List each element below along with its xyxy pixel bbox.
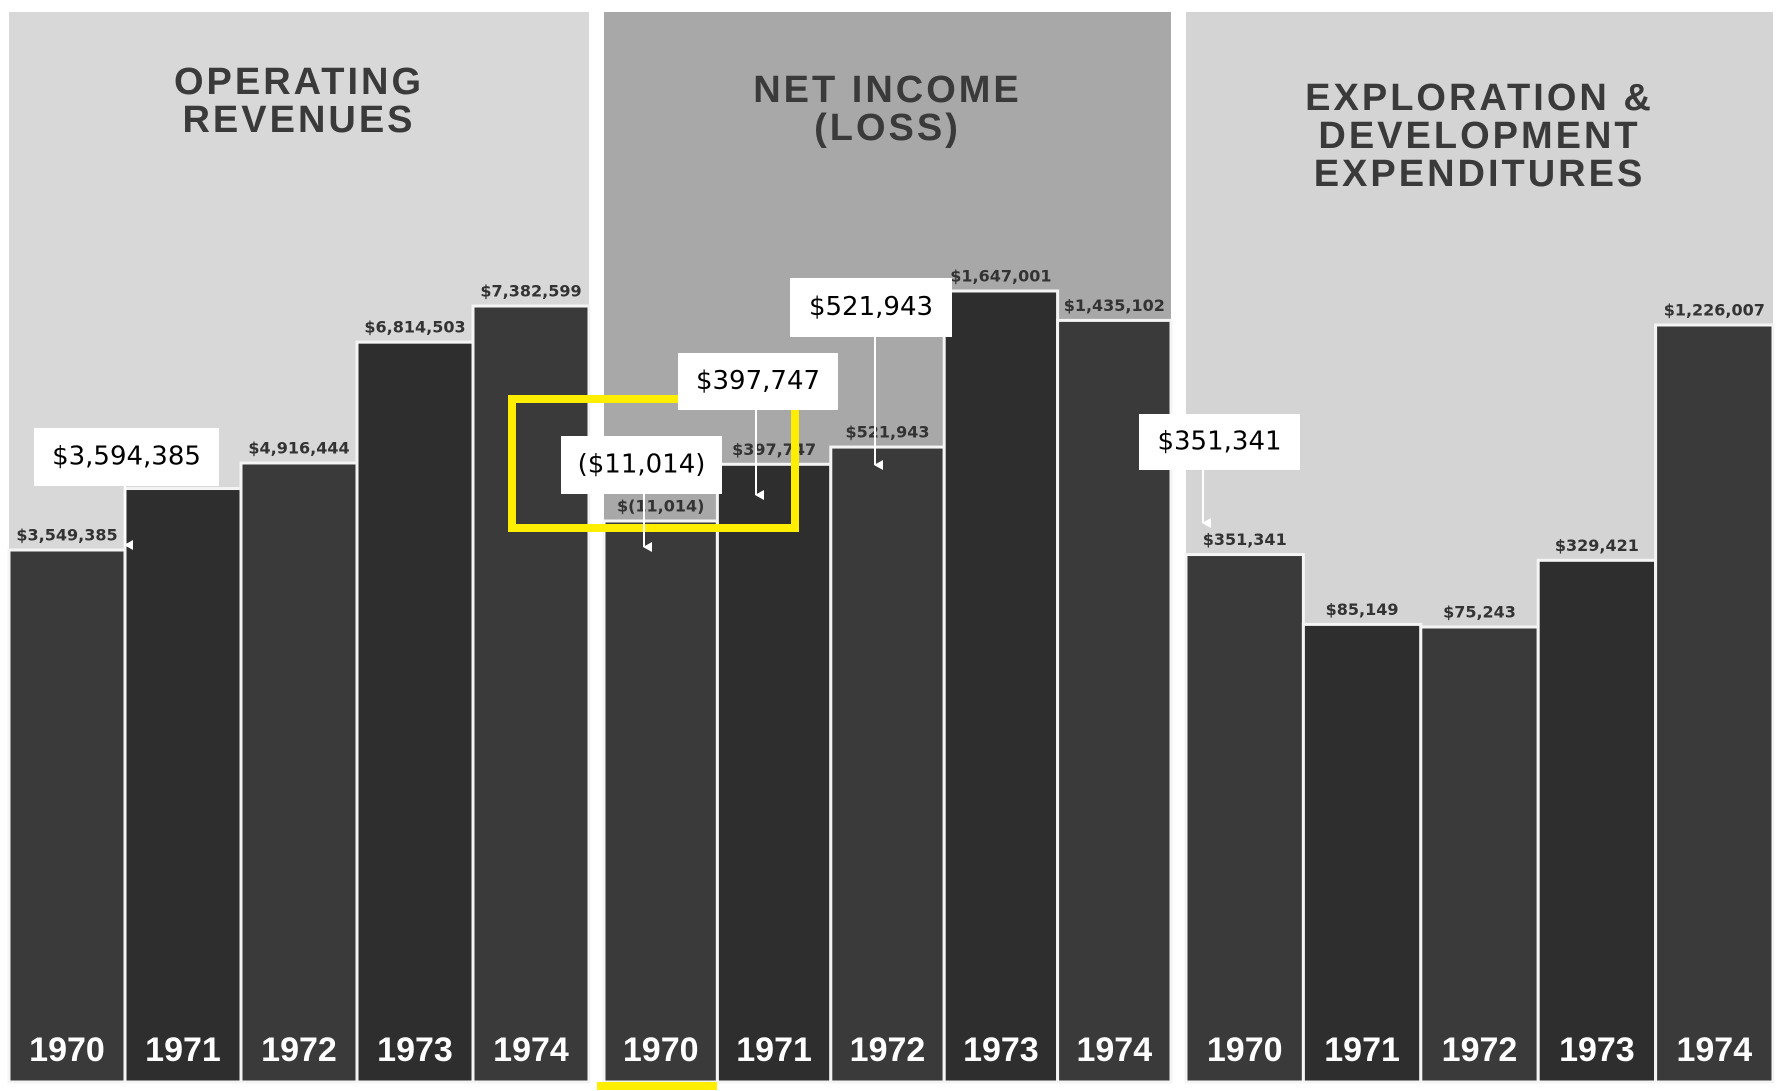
callout-text: $351,341 bbox=[1157, 427, 1281, 457]
year-label: 1971 bbox=[736, 1031, 812, 1069]
callout-text: $397,747 bbox=[696, 366, 820, 396]
value-label: $6,814,503 bbox=[364, 318, 465, 337]
year-label: 1972 bbox=[261, 1031, 337, 1069]
bar bbox=[831, 447, 944, 1082]
year-label: 1974 bbox=[493, 1031, 569, 1069]
year-label: 1973 bbox=[963, 1031, 1039, 1069]
bar bbox=[1656, 325, 1773, 1082]
value-label: $(11,014) bbox=[617, 497, 705, 516]
bar bbox=[357, 342, 473, 1082]
year-label: 1973 bbox=[1559, 1031, 1635, 1069]
bar bbox=[1421, 627, 1538, 1082]
value-label: $85,149 bbox=[1326, 600, 1399, 619]
bar bbox=[241, 463, 357, 1082]
value-label: $1,226,007 bbox=[1664, 301, 1765, 320]
chart: OPERATINGREVENUES $3,549,385 1970 1971 $4,91… bbox=[0, 0, 1777, 1091]
value-label: $4,916,444 bbox=[248, 438, 349, 457]
year-label: 1970 bbox=[29, 1031, 105, 1069]
value-label: $3,549,385 bbox=[16, 526, 117, 545]
value-label: $397,747 bbox=[732, 440, 816, 459]
panel-title: OPERATING bbox=[174, 61, 424, 103]
bar bbox=[1303, 624, 1420, 1082]
year-label: 1971 bbox=[145, 1031, 221, 1069]
callout-text: $521,943 bbox=[809, 292, 933, 322]
panel-title: EXPENDITURES bbox=[1314, 153, 1646, 195]
year-label: 1973 bbox=[377, 1031, 453, 1069]
value-label: $75,243 bbox=[1443, 603, 1516, 622]
page: OPERATINGREVENUES $3,549,385 1970 1971 $4,91… bbox=[0, 0, 1777, 1091]
year-label: 1970 bbox=[1207, 1031, 1283, 1069]
year-label: 1974 bbox=[1676, 1031, 1752, 1069]
value-label: $7,382,599 bbox=[480, 282, 581, 301]
value-label: $1,647,001 bbox=[950, 267, 1051, 286]
panel-title: EXPLORATION & bbox=[1305, 77, 1654, 119]
value-label: $329,421 bbox=[1555, 536, 1639, 555]
bar bbox=[944, 291, 1057, 1082]
callout-text: $3,594,385 bbox=[52, 442, 201, 472]
value-label: $521,943 bbox=[845, 423, 929, 442]
bar bbox=[717, 464, 830, 1082]
year-label: 1972 bbox=[1442, 1031, 1518, 1069]
year-label: 1970 bbox=[623, 1031, 699, 1069]
year-label: 1971 bbox=[1324, 1031, 1400, 1069]
year-label: 1972 bbox=[850, 1031, 926, 1069]
panel-title: DEVELOPMENT bbox=[1318, 115, 1640, 157]
bar bbox=[125, 489, 241, 1082]
bar bbox=[604, 521, 717, 1082]
panel-title: REVENUES bbox=[182, 99, 415, 141]
panel-title: NET INCOME bbox=[753, 69, 1022, 111]
value-label: $1,435,102 bbox=[1064, 296, 1165, 315]
bar bbox=[473, 306, 589, 1082]
panel-title: (LOSS) bbox=[814, 107, 961, 149]
callout-text: ($11,014) bbox=[578, 450, 706, 480]
bar bbox=[1186, 555, 1303, 1082]
bar bbox=[1538, 560, 1655, 1082]
bar bbox=[9, 550, 125, 1082]
year-label: 1974 bbox=[1076, 1031, 1152, 1069]
value-label: $351,341 bbox=[1203, 530, 1287, 549]
